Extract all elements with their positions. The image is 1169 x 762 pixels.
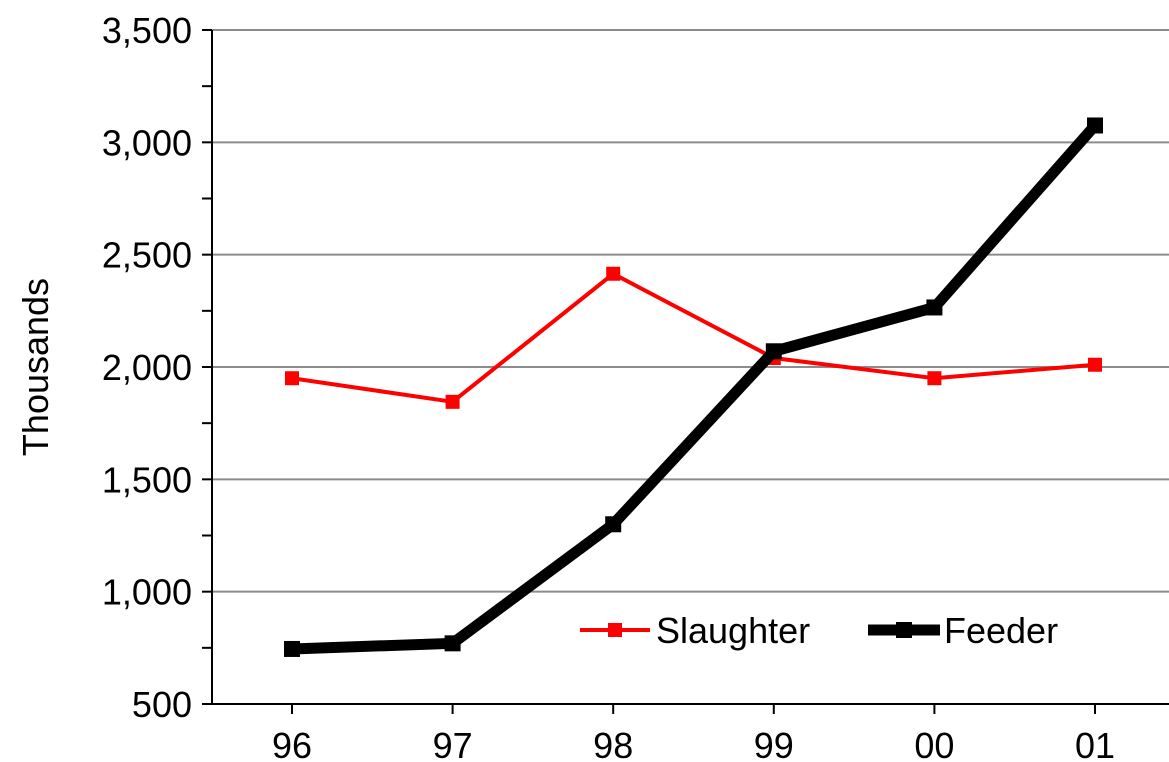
x-tick-label: 96	[272, 725, 312, 762]
data-point-feeder	[605, 516, 622, 533]
y-tick-label: 3,500	[102, 10, 192, 51]
x-tick-label: 01	[1075, 725, 1115, 762]
x-tick-label: 98	[593, 725, 633, 762]
x-tick-label: 97	[433, 725, 473, 762]
data-point-feeder	[1087, 117, 1103, 134]
legend-label-slaughter: Slaughter	[656, 610, 810, 651]
x-tick-label: 99	[754, 725, 794, 762]
x-tick-label: 00	[914, 725, 954, 762]
series-layer	[284, 117, 1103, 657]
y-tick-label: 2,000	[102, 347, 192, 388]
data-point-slaughter	[445, 394, 460, 409]
y-tick-label: 1,000	[102, 572, 192, 613]
data-point-feeder	[284, 640, 300, 657]
legend: Slaughter Feeder	[580, 610, 1058, 651]
y-tick-label: 3,000	[102, 122, 192, 163]
legend-label-feeder: Feeder	[944, 610, 1058, 651]
series-line-feeder	[291, 121, 1100, 655]
data-point-feeder	[444, 635, 461, 652]
y-axis-title: Thousands	[15, 278, 56, 456]
grid-lines	[212, 29, 1169, 593]
series-line-slaughter	[291, 271, 1096, 404]
data-point-feeder	[926, 299, 943, 316]
y-tick-label: 500	[132, 684, 192, 725]
data-point-slaughter	[606, 266, 621, 281]
y-axis-ticks: 500 1,000 1,500 2,000 2,500 3,000 3,500	[102, 10, 212, 725]
x-axis-ticks: 96 97 98 99 00 01	[272, 704, 1115, 762]
data-point-slaughter	[285, 371, 299, 386]
data-point-feeder	[765, 343, 782, 360]
legend-marker-feeder	[896, 622, 912, 638]
legend-marker-slaughter	[608, 623, 622, 637]
y-tick-label: 1,500	[102, 459, 192, 500]
data-point-slaughter	[927, 371, 942, 386]
data-point-slaughter	[1088, 357, 1102, 372]
y-tick-label: 2,500	[102, 235, 192, 276]
